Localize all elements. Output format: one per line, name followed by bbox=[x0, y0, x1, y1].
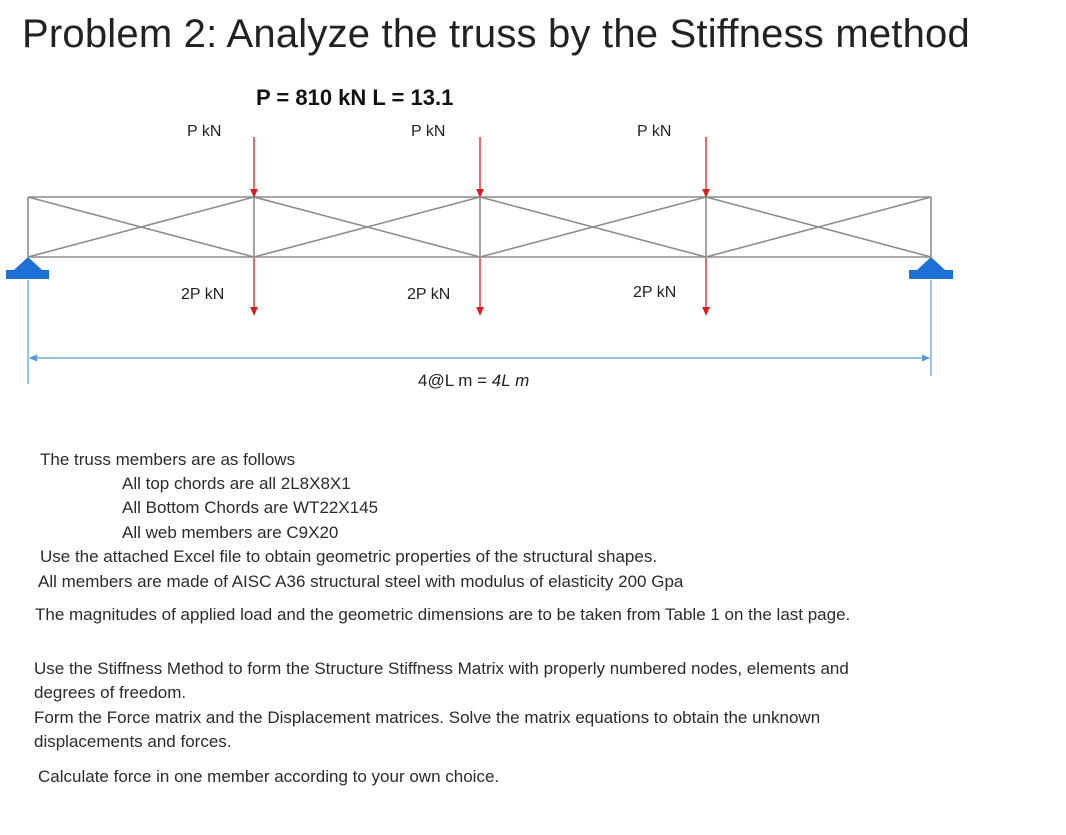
load-parameters: P = 810 kN L = 13.1 bbox=[256, 85, 454, 110]
calculate-instruction: Calculate force in one member according … bbox=[38, 767, 500, 786]
diagonal-member bbox=[705, 196, 932, 258]
top-load-arrows bbox=[250, 137, 710, 198]
members-intro: The truss members are as follows bbox=[40, 450, 296, 469]
diagonal-member bbox=[27, 196, 255, 258]
bottom-load-arrows bbox=[250, 258, 710, 316]
right-support bbox=[909, 257, 953, 279]
span-dimension-value: 4L m bbox=[491, 371, 530, 390]
member-spec: All top chords are all 2L8X8X1 bbox=[122, 474, 351, 493]
material-instruction: All members are made of AISC A36 structu… bbox=[38, 572, 684, 591]
page-title: Problem 2: Analyze the truss by the Stif… bbox=[22, 12, 970, 56]
magnitudes-instruction: The magnitudes of applied load and the g… bbox=[35, 605, 851, 624]
bottom-load-label: 2P kN bbox=[633, 284, 677, 301]
truss-members bbox=[27, 196, 932, 258]
bottom-load-label: 2P kN bbox=[181, 286, 225, 303]
span-dimension-prefix: 4@L m = bbox=[418, 371, 492, 390]
top-load-label: P kN bbox=[637, 123, 672, 140]
excel-instruction: Use the attached Excel file to obtain ge… bbox=[40, 547, 658, 566]
diagonal-member bbox=[253, 196, 481, 258]
member-spec: All Bottom Chords are WT22X145 bbox=[122, 498, 379, 517]
top-load-label: P kN bbox=[187, 123, 222, 140]
left-support bbox=[6, 257, 49, 279]
diagonal-member bbox=[479, 196, 707, 258]
top-load-label: P kN bbox=[411, 123, 446, 140]
force-matrix-instruction: Form the Force matrix and the Displaceme… bbox=[34, 708, 821, 751]
bottom-load-label: 2P kN bbox=[407, 286, 451, 303]
stiffness-instruction: Use the Stiffness Method to form the Str… bbox=[34, 659, 849, 702]
span-dimension-label: 4@L m = 4L m bbox=[418, 371, 529, 391]
member-spec: All web members are C9X20 bbox=[122, 523, 339, 542]
truss-diagram bbox=[6, 137, 953, 384]
dimension-line bbox=[27, 280, 932, 384]
